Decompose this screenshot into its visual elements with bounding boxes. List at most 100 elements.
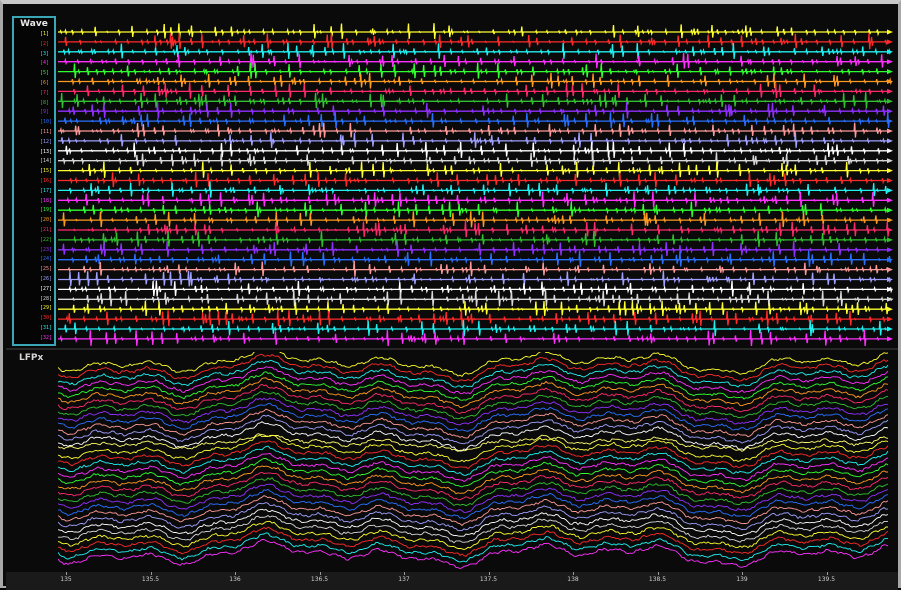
time-axis-tick-mark (657, 572, 659, 575)
wave-channel-label[interactable]: [20] (40, 217, 53, 224)
wave-channel-label[interactable]: [28] (40, 295, 53, 302)
lfp-trace (58, 402, 889, 432)
wave-channel-label[interactable]: [7] (40, 89, 50, 96)
wave-channel-label[interactable]: [2] (40, 40, 50, 47)
time-axis-tick-mark (488, 572, 490, 575)
wave-channel-label[interactable]: [8] (40, 99, 50, 106)
wave-trace (58, 32, 890, 50)
lfp-trace (58, 514, 889, 544)
time-axis-tick-label: 137 (398, 576, 410, 583)
wave-channel-label[interactable]: [29] (40, 305, 53, 312)
wave-channel-label[interactable]: [30] (40, 315, 53, 322)
time-axis-tick-label: 139.5 (817, 576, 836, 583)
wave-channel-label[interactable]: [11] (40, 129, 53, 135)
lfp-trace (58, 414, 889, 445)
wave-trace-end-marker (887, 79, 893, 84)
wave-channel-label[interactable]: [12] (40, 138, 53, 145)
wave-channel-label[interactable]: [10] (40, 119, 53, 126)
wave-channel-label[interactable]: [22] (40, 236, 53, 243)
lfp-trace (58, 483, 889, 513)
wave-channel-label[interactable]: [24] (40, 256, 53, 263)
wave-channel-label[interactable]: [9] (40, 109, 50, 116)
wave-channel-label[interactable]: [14] (40, 158, 53, 165)
wave-trace-end-marker (887, 197, 893, 203)
lfp-trace (58, 397, 889, 426)
time-axis: 135 135.5 136 136.5 137 137.5 138 138.5 139 139.5 (6, 572, 898, 590)
wave-channel-label[interactable]: [26] (40, 276, 53, 282)
wave-channel-label[interactable]: [1] (40, 31, 50, 37)
wave-trace (58, 23, 890, 40)
wave-trace-end-marker (887, 108, 893, 114)
lfp-trace (58, 391, 889, 420)
wave-trace (58, 171, 890, 188)
lfp-plot (58, 352, 889, 569)
wave-trace-end-marker (887, 69, 893, 75)
time-axis-tick-mark (742, 572, 743, 575)
lfp-trace (58, 471, 889, 501)
wave-channel-label[interactable]: [3] (40, 50, 50, 57)
wave-trace-end-marker (887, 148, 893, 154)
wave-channel-label[interactable]: [27] (40, 285, 53, 292)
lfp-trace (58, 502, 889, 532)
wave-trace (58, 310, 890, 327)
lfp-trace (58, 520, 888, 550)
time-axis-tick-mark (826, 572, 828, 575)
wave-trace (58, 220, 890, 238)
wave-channel-label[interactable]: [15] (40, 168, 53, 175)
lfp-trace (58, 421, 889, 452)
lfp-trace (58, 452, 889, 483)
wave-trace (58, 72, 893, 89)
wave-trace-end-marker (887, 158, 893, 164)
time-axis-tick-mark (319, 572, 321, 575)
wave-channel-list[interactable]: Wave [1] [2] [3] [4] [5] [6] [7] [8] [9] [10] [11]… (12, 16, 56, 346)
wave-trace (58, 191, 890, 208)
wave-trace-end-marker (887, 98, 893, 104)
wave-trace-end-marker (887, 237, 893, 243)
wave-trace (58, 280, 893, 297)
wave-panel-title: Wave (20, 19, 48, 29)
wave-channel-label[interactable]: [16] (40, 178, 53, 184)
lfp-trace (58, 440, 889, 470)
lfp-trace (58, 508, 889, 537)
wave-trace-end-marker (887, 29, 893, 35)
lfp-trace (58, 377, 889, 408)
wave-trace-end-marker (887, 39, 893, 45)
wave-channel-label[interactable]: [6] (40, 80, 50, 86)
time-axis-tick-mark (573, 572, 574, 575)
time-axis-tick-label: 135.5 (141, 576, 160, 583)
wave-channel-label[interactable]: [4] (40, 60, 50, 67)
wave-trace (58, 62, 890, 79)
wave-channel-label[interactable]: [25] (40, 266, 53, 273)
wave-trace-end-marker (887, 187, 893, 193)
lfp-channel-list[interactable]: LFPx (12, 350, 56, 572)
wave-channel-label[interactable]: [13] (40, 148, 53, 155)
wave-plot (58, 23, 894, 346)
wave-channel-label[interactable]: [32] (40, 334, 53, 341)
wave-trace-end-marker (887, 217, 893, 223)
wave-channel-label[interactable]: [19] (40, 207, 53, 214)
wave-trace (58, 240, 890, 257)
lfp-trace (58, 495, 889, 527)
wave-trace (58, 230, 890, 248)
wave-trace (58, 82, 892, 99)
wave-trace (58, 92, 890, 109)
wave-trace (58, 112, 890, 129)
wave-channel-label[interactable]: [21] (40, 227, 53, 233)
lfp-trace (58, 532, 889, 563)
wave-channel-label[interactable]: [17] (40, 187, 53, 194)
wave-trace (58, 329, 890, 346)
wave-channel-label[interactable]: [31] (40, 325, 53, 331)
wave-trace (58, 300, 890, 317)
wave-channel-label[interactable]: [5] (40, 70, 50, 77)
time-axis-tick-mark (235, 572, 236, 575)
lfp-trace (58, 366, 889, 395)
wave-channel-label[interactable]: [23] (40, 246, 53, 253)
wave-trace (58, 141, 890, 158)
lfp-trace (58, 383, 889, 414)
panel-divider[interactable] (6, 348, 898, 350)
wave-trace-end-marker (887, 49, 893, 55)
time-axis-tick-mark (66, 572, 67, 575)
wave-channel-label[interactable]: [18] (40, 197, 53, 204)
time-axis-tick-label: 136 (229, 576, 241, 583)
